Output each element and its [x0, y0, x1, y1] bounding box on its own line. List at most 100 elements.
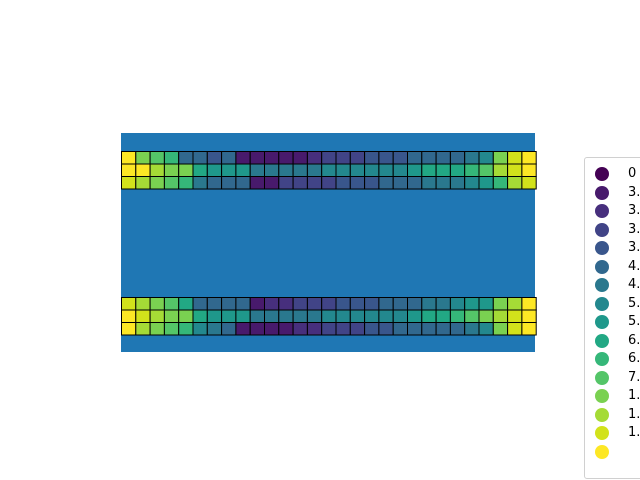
heatmap-cell — [292, 176, 308, 190]
heatmap-cell — [321, 297, 337, 311]
heatmap-cell — [192, 322, 208, 336]
heatmap-cell — [335, 297, 351, 311]
heatmap-cell — [264, 309, 280, 323]
legend-label: 0 — [628, 166, 637, 181]
heatmap-cell — [392, 163, 409, 177]
legend-label: 3. — [628, 203, 640, 218]
heatmap-cell — [135, 297, 151, 311]
heatmap-cell — [449, 176, 466, 190]
heatmap-cell — [407, 151, 423, 165]
heatmap-cell — [306, 176, 323, 190]
heatmap-cell — [206, 309, 223, 323]
legend-item: 4. — [585, 276, 640, 294]
heatmap-cell — [149, 322, 165, 336]
heatmap-cell — [163, 176, 180, 190]
heatmap-cell — [492, 309, 509, 323]
heatmap-cell — [206, 322, 223, 336]
heatmap-cell — [178, 297, 194, 311]
heatmap-cell — [264, 163, 280, 177]
legend-swatch — [595, 296, 609, 311]
heatmap-cell — [292, 322, 308, 336]
legend-item: 4. — [585, 258, 640, 276]
legend-label: 1. — [628, 425, 640, 440]
heatmap-cell — [521, 309, 537, 323]
heatmap-cell — [449, 322, 466, 336]
heatmap-cell — [163, 151, 180, 165]
legend-item: 0 — [585, 165, 640, 183]
heatmap-cell — [121, 151, 137, 165]
heatmap-cell — [264, 322, 280, 336]
heatmap-cell — [349, 322, 366, 336]
legend-swatch — [595, 352, 609, 366]
heatmap-cell — [521, 163, 537, 177]
heatmap-cell — [264, 297, 280, 311]
legend-item: 1. — [585, 387, 640, 405]
heatmap-cell — [292, 309, 308, 323]
heatmap-cell — [235, 322, 251, 336]
heatmap-cell — [135, 163, 151, 177]
heatmap-cell — [178, 322, 194, 336]
heatmap-cell — [264, 176, 280, 190]
legend-label: 3. — [628, 184, 640, 200]
heatmap-cell — [392, 309, 409, 323]
heatmap-cell — [163, 309, 180, 323]
legend-label: 6. — [628, 332, 640, 348]
heatmap-cell — [478, 297, 494, 311]
heatmap-cell — [264, 151, 280, 165]
heatmap-cell — [407, 322, 423, 336]
heatmap-cell — [206, 176, 223, 190]
heatmap-cell — [478, 163, 494, 177]
heatmap-cell — [335, 151, 351, 165]
heatmap-cell — [378, 309, 394, 323]
legend-item: 3. — [585, 184, 640, 202]
heatmap-cell — [135, 322, 151, 336]
legend-label: 1. — [628, 388, 640, 403]
heatmap-cell — [249, 163, 265, 177]
heatmap-cell — [435, 322, 451, 336]
legend-label: 3. — [628, 221, 640, 237]
heatmap-cell — [349, 176, 366, 190]
legend-item: 5. — [585, 313, 640, 331]
heatmap-cell — [249, 322, 265, 336]
legend: 0 3. 3. 3. 3. 4. 4. 5. 5. 6. 6. 7. 1. 1. 1. — [584, 157, 640, 479]
legend-swatch — [595, 426, 609, 440]
legend-swatch — [595, 259, 609, 274]
legend-swatch — [595, 241, 609, 255]
heatmap-cell — [349, 309, 366, 323]
legend-item: 7. — [585, 369, 640, 387]
heatmap-cell — [421, 163, 437, 177]
heatmap-cell — [335, 322, 351, 336]
legend-label: 6. — [628, 351, 640, 366]
heatmap-cell — [206, 151, 223, 165]
heatmap-cell — [378, 163, 394, 177]
heatmap-cell — [235, 163, 251, 177]
heatmap-cell — [235, 297, 251, 311]
legend-item: 3. — [585, 202, 640, 220]
heatmap-cell — [364, 176, 380, 190]
heatmap-cell — [335, 176, 351, 190]
legend-item: 1. — [585, 406, 640, 424]
heatmap-cell — [507, 151, 523, 165]
heatmap-cell — [149, 297, 165, 311]
heatmap-cell — [435, 309, 451, 323]
heatmap-cell — [521, 176, 537, 190]
heatmap-cell — [478, 176, 494, 190]
heatmap-cell — [464, 297, 480, 311]
heatmap-cell — [492, 151, 509, 165]
legend-swatch — [595, 389, 609, 403]
heatmap-cell — [249, 151, 265, 165]
heatmap-cell — [392, 151, 409, 165]
heatmap-cell — [421, 176, 437, 190]
legend-item: 5. — [585, 295, 640, 313]
heatmap-cell — [421, 322, 437, 336]
heatmap-cell — [278, 176, 294, 190]
heatmap-cell — [221, 176, 237, 190]
heatmap-cell — [364, 309, 380, 323]
heatmap-cell — [407, 297, 423, 311]
legend-label: 1. — [628, 406, 640, 422]
heatmap-cell — [421, 151, 437, 165]
heatmap-cell — [292, 297, 308, 311]
heatmap-cell — [221, 309, 237, 323]
legend-swatch — [595, 315, 609, 329]
